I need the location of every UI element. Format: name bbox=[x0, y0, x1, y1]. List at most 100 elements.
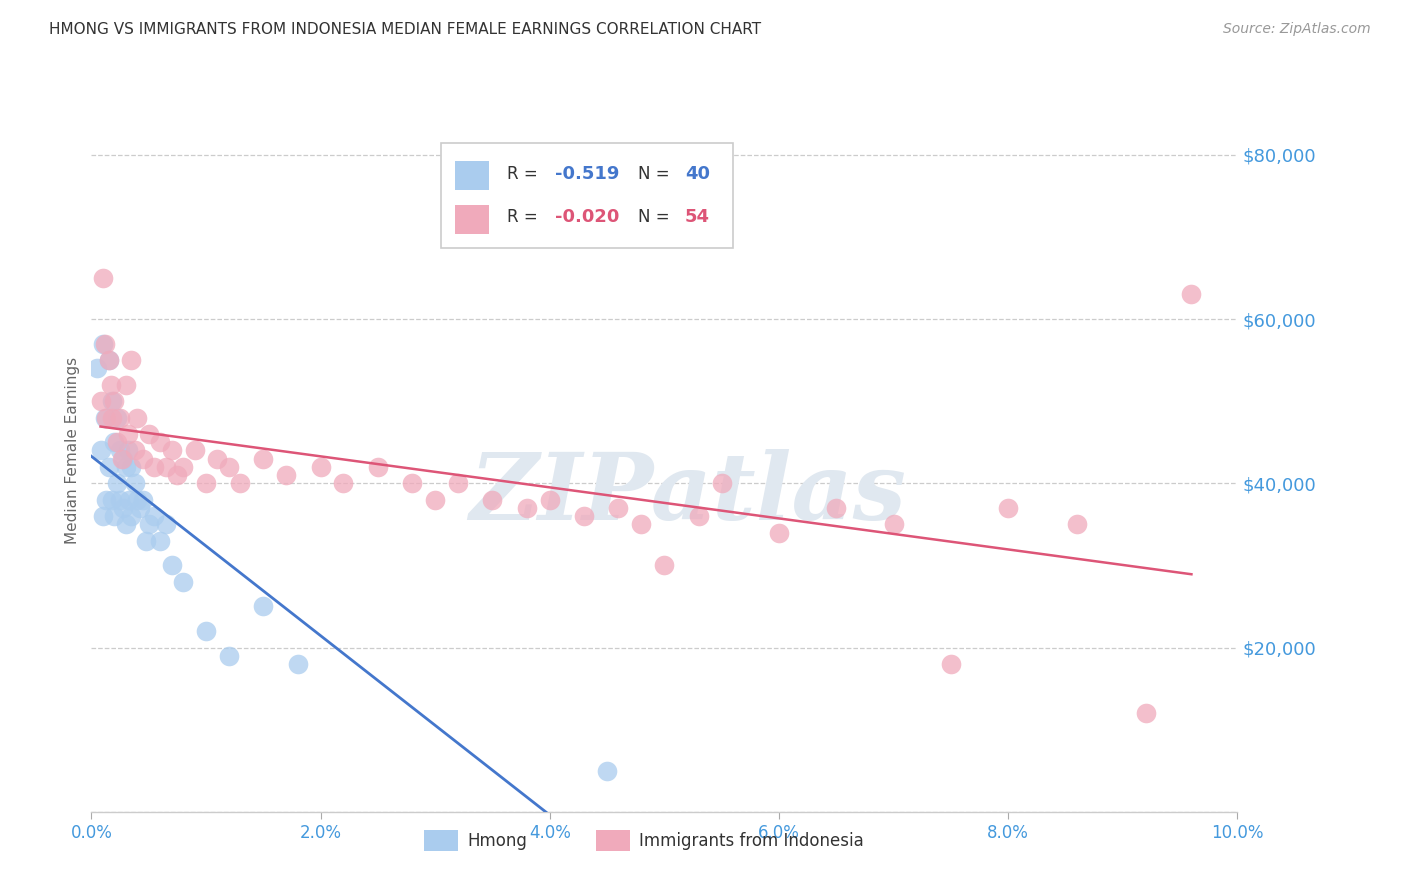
Point bbox=[149, 435, 172, 450]
Point bbox=[114, 377, 136, 392]
Point bbox=[630, 517, 652, 532]
Point bbox=[596, 764, 619, 778]
Point bbox=[90, 394, 112, 409]
Point bbox=[143, 509, 166, 524]
Point bbox=[481, 492, 503, 507]
Point bbox=[103, 509, 125, 524]
Point bbox=[94, 410, 117, 425]
Point bbox=[138, 517, 160, 532]
Point bbox=[114, 459, 136, 474]
Point bbox=[194, 476, 217, 491]
Point bbox=[96, 410, 118, 425]
Point bbox=[96, 492, 118, 507]
Point bbox=[252, 599, 274, 614]
Point bbox=[103, 394, 125, 409]
FancyBboxPatch shape bbox=[423, 830, 458, 852]
Point bbox=[516, 500, 538, 515]
Point bbox=[218, 459, 240, 474]
Point bbox=[108, 492, 131, 507]
Point bbox=[939, 657, 962, 671]
Text: R =: R = bbox=[508, 165, 543, 183]
Point bbox=[143, 459, 166, 474]
Text: Hmong: Hmong bbox=[467, 831, 527, 849]
Point bbox=[447, 476, 470, 491]
Text: -0.519: -0.519 bbox=[555, 165, 620, 183]
Point bbox=[91, 271, 114, 285]
Point bbox=[997, 500, 1019, 515]
FancyBboxPatch shape bbox=[454, 205, 489, 234]
Text: -0.020: -0.020 bbox=[555, 208, 620, 226]
Text: ZIPatlas: ZIPatlas bbox=[468, 449, 905, 539]
Point bbox=[112, 500, 135, 515]
Point bbox=[132, 451, 155, 466]
Point bbox=[135, 533, 157, 548]
FancyBboxPatch shape bbox=[454, 161, 489, 190]
Point bbox=[423, 492, 446, 507]
Point bbox=[103, 435, 125, 450]
Point bbox=[207, 451, 229, 466]
Point bbox=[101, 394, 124, 409]
Point bbox=[86, 361, 108, 376]
Point bbox=[194, 624, 217, 639]
Point bbox=[825, 500, 848, 515]
Point bbox=[127, 410, 149, 425]
Text: N =: N = bbox=[638, 165, 675, 183]
Point bbox=[155, 459, 177, 474]
Point bbox=[287, 657, 309, 671]
Point bbox=[160, 558, 183, 573]
Point bbox=[97, 459, 120, 474]
Point bbox=[94, 336, 117, 351]
Point bbox=[111, 451, 134, 466]
Point bbox=[128, 500, 150, 515]
Text: Source: ZipAtlas.com: Source: ZipAtlas.com bbox=[1223, 22, 1371, 37]
Text: R =: R = bbox=[508, 208, 543, 226]
Point bbox=[118, 492, 141, 507]
Point bbox=[117, 427, 139, 442]
Point bbox=[101, 492, 124, 507]
Point bbox=[105, 410, 128, 425]
Text: 40: 40 bbox=[685, 165, 710, 183]
Point bbox=[688, 509, 710, 524]
Point bbox=[538, 492, 561, 507]
Point bbox=[97, 353, 120, 368]
Point bbox=[97, 353, 120, 368]
Point bbox=[121, 459, 143, 474]
Point bbox=[100, 377, 122, 392]
Point bbox=[160, 443, 183, 458]
Text: HMONG VS IMMIGRANTS FROM INDONESIA MEDIAN FEMALE EARNINGS CORRELATION CHART: HMONG VS IMMIGRANTS FROM INDONESIA MEDIA… bbox=[49, 22, 761, 37]
Point bbox=[132, 492, 155, 507]
Text: 54: 54 bbox=[685, 208, 710, 226]
Point bbox=[121, 353, 143, 368]
Point bbox=[172, 574, 194, 589]
Point bbox=[276, 468, 298, 483]
Point bbox=[121, 509, 143, 524]
Point bbox=[172, 459, 194, 474]
Text: Immigrants from Indonesia: Immigrants from Indonesia bbox=[640, 831, 863, 849]
Point bbox=[90, 443, 112, 458]
Point bbox=[882, 517, 904, 532]
Point bbox=[138, 427, 160, 442]
Point bbox=[124, 476, 146, 491]
Point bbox=[710, 476, 733, 491]
Point bbox=[91, 509, 114, 524]
Point bbox=[1066, 517, 1088, 532]
Point bbox=[114, 517, 136, 532]
Point bbox=[332, 476, 354, 491]
Point bbox=[572, 509, 595, 524]
Point bbox=[124, 443, 146, 458]
Point bbox=[105, 476, 128, 491]
Point bbox=[768, 525, 790, 540]
FancyBboxPatch shape bbox=[441, 144, 733, 248]
Point bbox=[652, 558, 675, 573]
Point bbox=[91, 336, 114, 351]
Point bbox=[108, 410, 131, 425]
Point bbox=[149, 533, 172, 548]
Point bbox=[252, 451, 274, 466]
Point bbox=[229, 476, 252, 491]
Point bbox=[1180, 287, 1202, 301]
Point bbox=[117, 443, 139, 458]
Point bbox=[112, 451, 135, 466]
Point bbox=[155, 517, 177, 532]
Y-axis label: Median Female Earnings: Median Female Earnings bbox=[65, 357, 80, 544]
Point bbox=[309, 459, 332, 474]
